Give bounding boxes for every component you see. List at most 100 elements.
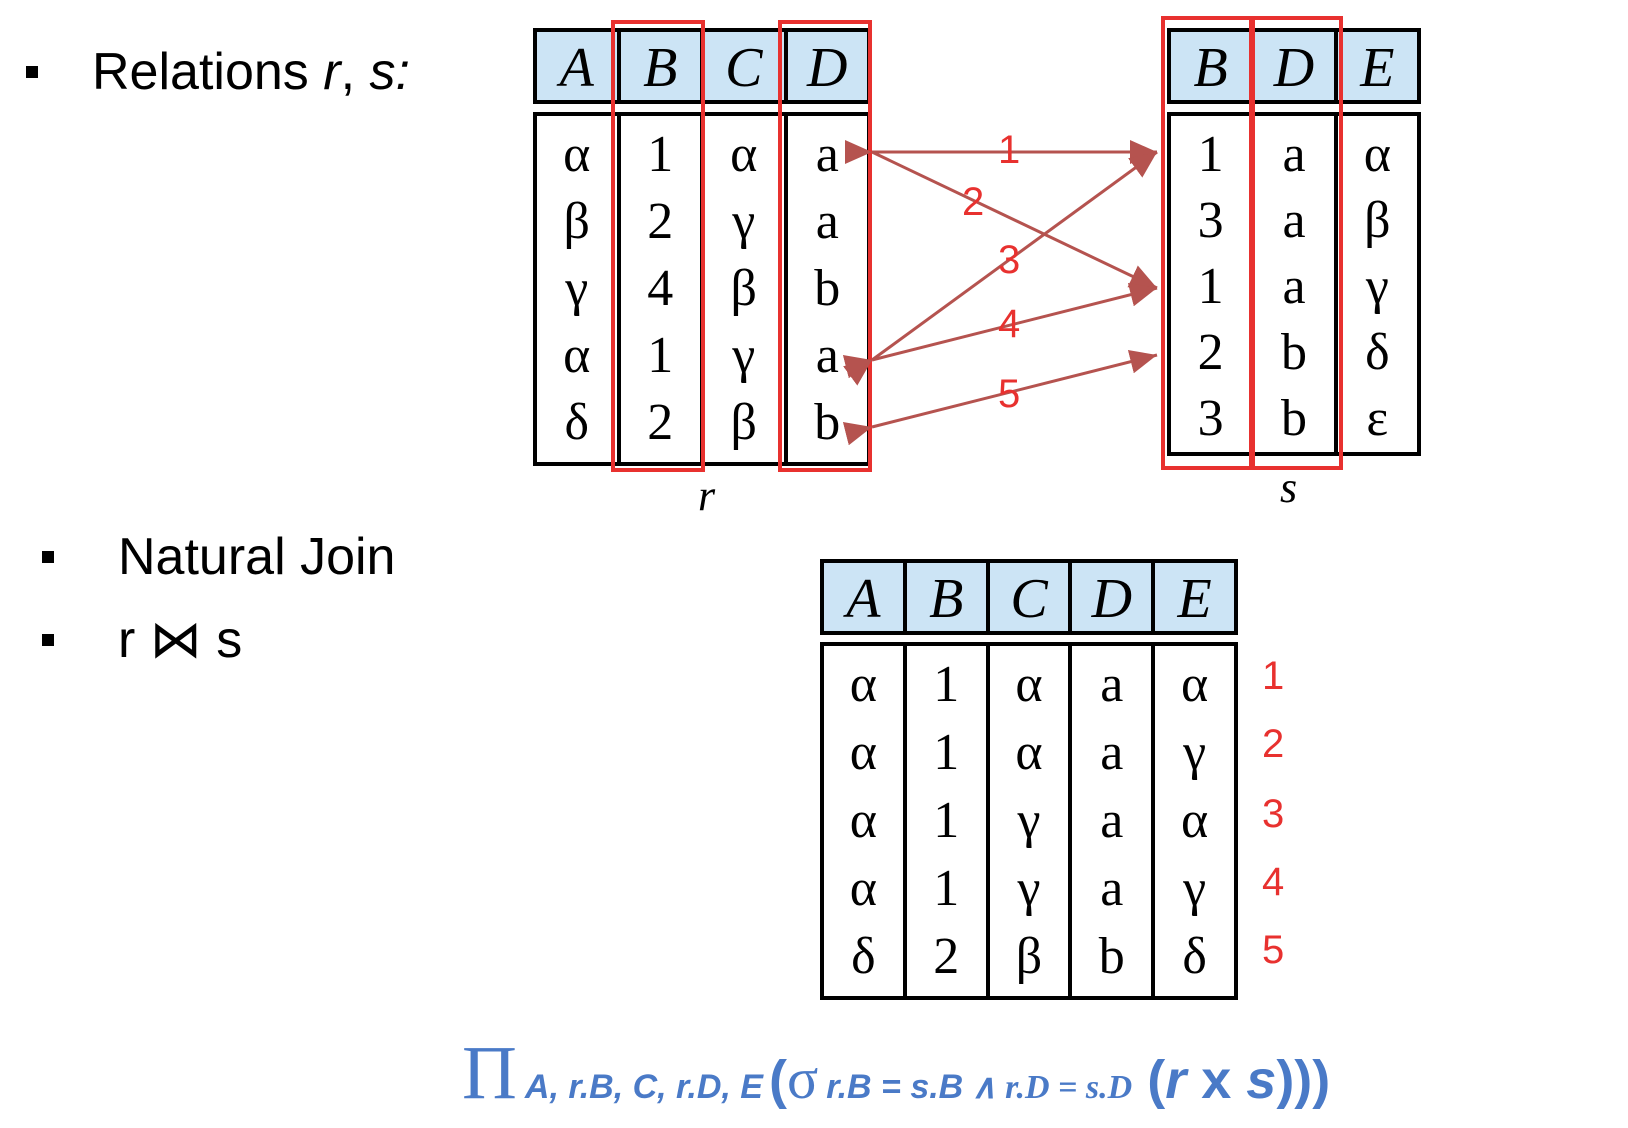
- natural-join-label: Natural Join: [118, 528, 396, 586]
- header-cell: D: [807, 37, 848, 99]
- bullet-square-icon: [42, 551, 54, 563]
- arrow-label: 5: [998, 372, 1021, 416]
- relation-s-name: s: [1280, 463, 1298, 512]
- table-cell: γ: [732, 193, 756, 250]
- table-cell: β: [730, 394, 757, 451]
- match-arrow: [842, 282, 1158, 379]
- result-row-number: 5: [1262, 928, 1285, 972]
- table-cell: a: [1282, 126, 1306, 183]
- table-cell: α: [1015, 724, 1043, 781]
- header-cell: C: [990, 563, 1073, 631]
- table-cell: α: [849, 860, 878, 917]
- table-cell: δ: [1365, 324, 1390, 381]
- table-cell: α: [1363, 126, 1391, 183]
- result-row-number: 1: [1262, 654, 1285, 698]
- table-cell: γ: [1017, 792, 1041, 849]
- result-row-number: 3: [1262, 792, 1285, 836]
- table-cell: 1: [1197, 126, 1224, 183]
- join-expression: r ⋈ s: [118, 611, 243, 669]
- column-d: a a a b b: [1254, 116, 1338, 452]
- column-e: α γ α γ δ: [1155, 646, 1234, 996]
- header-cell: E: [1177, 568, 1212, 630]
- table-cell: α: [1180, 792, 1209, 849]
- column-c: α γ β γ β: [704, 116, 788, 462]
- header-cell: E: [1360, 37, 1395, 99]
- table-cell: a: [1100, 724, 1124, 781]
- table-cell: α: [1180, 656, 1209, 713]
- table-cell: a: [1100, 656, 1124, 713]
- bullet-square-icon: [26, 66, 38, 78]
- table-cell: α: [1015, 656, 1043, 713]
- table-cell: β: [1364, 192, 1391, 249]
- relation-r-name: r: [698, 471, 716, 520]
- result-header: A B C D E: [820, 559, 1238, 635]
- table-cell: 3: [1197, 390, 1224, 447]
- table-cell: α: [563, 327, 591, 384]
- table-cell: β: [563, 193, 590, 250]
- cartesian-s: s: [1246, 1050, 1277, 1110]
- column-b: 1 1 1 1 2: [907, 646, 990, 996]
- table-cell: a: [1282, 192, 1306, 249]
- table-cell: δ: [1182, 928, 1207, 985]
- arrow-label: 4: [998, 302, 1021, 346]
- column-e: α β γ δ ε: [1338, 116, 1417, 452]
- table-cell: a: [815, 126, 839, 183]
- table-cell: 2: [647, 193, 674, 250]
- table-cell: δ: [564, 394, 589, 451]
- relations-s: s: [369, 43, 396, 101]
- table-cell: a: [815, 327, 839, 384]
- table-cell: 1: [647, 327, 674, 384]
- table-cell: 1: [933, 860, 960, 917]
- table-cell: 2: [933, 928, 960, 985]
- cartesian-x: x: [1186, 1050, 1247, 1110]
- table-cell: β: [1015, 928, 1043, 985]
- arrow-label: 3: [998, 238, 1021, 282]
- table-cell: 2: [647, 394, 674, 451]
- table-cell: α: [730, 126, 758, 183]
- projection-attributes: A, r.B, C, r.D, E: [524, 1068, 763, 1106]
- table-cell: ε: [1366, 390, 1389, 447]
- bullet-relations: Relations r, s:: [26, 42, 410, 102]
- table-cell: a: [1100, 792, 1124, 849]
- selection-symbol: σ: [786, 1046, 819, 1111]
- arrow-label: 2: [962, 180, 985, 224]
- table-cell: a: [1282, 258, 1306, 315]
- bullet-natural-join: Natural Join: [42, 527, 395, 587]
- table-cell: γ: [1183, 724, 1207, 781]
- table-cell: α: [563, 126, 591, 183]
- table-cell: α: [849, 656, 878, 713]
- result-row-number: 2: [1262, 722, 1285, 766]
- table-cell: 4: [647, 260, 674, 317]
- header-cell: B: [907, 563, 990, 631]
- header-cell: A: [824, 563, 907, 631]
- selection-condition-b: r.B = s.B: [826, 1068, 964, 1106]
- table-cell: 1: [933, 724, 960, 781]
- bullet-square-icon: [42, 634, 54, 646]
- match-arrow: [842, 349, 1158, 446]
- header-cell: D: [1072, 563, 1156, 631]
- relational-algebra-formula: Π A, r.B, C, r.D, E (σ r.B = s.B ∧ r.D = s.…: [462, 1031, 1331, 1115]
- column-a: α α α α δ: [824, 646, 907, 996]
- table-cell: γ: [565, 260, 589, 317]
- header-cell: D: [1254, 32, 1338, 100]
- selection-condition-d: ∧ r.D = s.D: [963, 1069, 1133, 1106]
- result-row-number: 4: [1262, 860, 1285, 904]
- projection-symbol: Π: [462, 1031, 517, 1115]
- column-d: a a b a b: [788, 116, 868, 462]
- table-cell: δ: [851, 928, 876, 985]
- table-cell: b: [1098, 928, 1125, 985]
- highlight-r-column-b: [611, 20, 705, 472]
- table-cell: γ: [1365, 258, 1389, 315]
- result-body: α α α α δ 1 1 1 1 2 α α γ γ β a a a a b: [820, 642, 1238, 1000]
- table-cell: b: [814, 260, 841, 317]
- table-cell: 1: [933, 792, 960, 849]
- relations-label: Relations: [92, 43, 324, 101]
- relations-r: r: [323, 43, 341, 101]
- table-cell: α: [849, 792, 878, 849]
- cartesian-r: r: [1165, 1050, 1187, 1110]
- relation-s-body: 1 3 1 2 3 a a a b b α β γ δ ε: [1167, 112, 1421, 456]
- column-c: α α γ γ β: [990, 646, 1073, 996]
- table-cell: β: [730, 260, 757, 317]
- arrow-label: 1: [998, 128, 1021, 172]
